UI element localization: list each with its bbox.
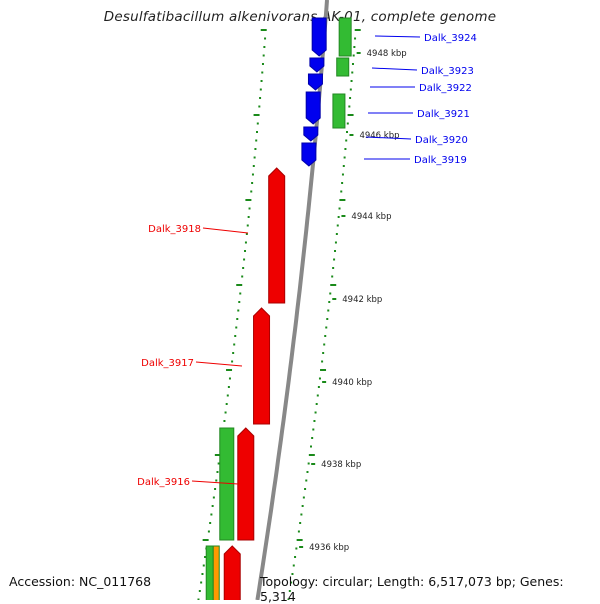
reverse-gene-feature (205, 545, 214, 600)
reverse-gene-label: Dalk_3918 (148, 224, 201, 235)
forward-gene-label: Dalk_3923 (421, 66, 474, 77)
forward-gene-label: Dalk_3920 (415, 135, 468, 146)
reverse-cds-feature (253, 307, 271, 425)
scale-label: 4942 kbp (342, 295, 382, 305)
forward-cds-feature (303, 126, 319, 142)
reverse-cds-feature (268, 167, 286, 304)
forward-gene-feature (336, 57, 350, 77)
scale-label: 4938 kbp (321, 460, 361, 470)
genome-backbone (255, 0, 329, 600)
forward-cds-feature (301, 142, 317, 167)
forward-cds-feature (309, 57, 325, 73)
forward-gene-label: Dalk_3919 (414, 155, 467, 166)
reverse-gene-leader (195, 361, 243, 367)
forward-gene-label: Dalk_3922 (419, 83, 472, 94)
scale-label: 4940 kbp (332, 378, 372, 388)
forward-gene-leader (365, 136, 412, 140)
other-feature (212, 545, 220, 600)
scale-label: 4936 kbp (309, 543, 349, 553)
reverse-cds-feature (223, 545, 241, 600)
forward-cds-feature (307, 73, 323, 91)
forward-gene-label: Dalk_3921 (417, 109, 470, 120)
forward-gene-feature (332, 93, 346, 129)
reverse-cds-feature (237, 427, 255, 541)
scale-label: 4948 kbp (367, 49, 407, 59)
scale-label: 4944 kbp (351, 212, 391, 222)
forward-cds-feature (311, 17, 327, 57)
reverse-gene-leader (191, 480, 239, 485)
map-title: Desulfatibacillum alkenivorans AK-01, co… (103, 9, 497, 25)
accession-text: Accession: NC_011768 (9, 574, 152, 589)
forward-gene-leader (374, 35, 421, 38)
forward-gene-label: Dalk_3924 (424, 33, 477, 44)
reverse-gene-label: Dalk_3916 (137, 477, 190, 488)
forward-cds-feature (305, 91, 321, 125)
reverse-gene-leader (202, 227, 249, 234)
scale-label: 4946 kbp (359, 131, 399, 141)
reverse-gene-label: Dalk_3917 (141, 358, 194, 369)
forward-gene-feature (338, 17, 352, 57)
forward-gene-leader (371, 67, 418, 71)
